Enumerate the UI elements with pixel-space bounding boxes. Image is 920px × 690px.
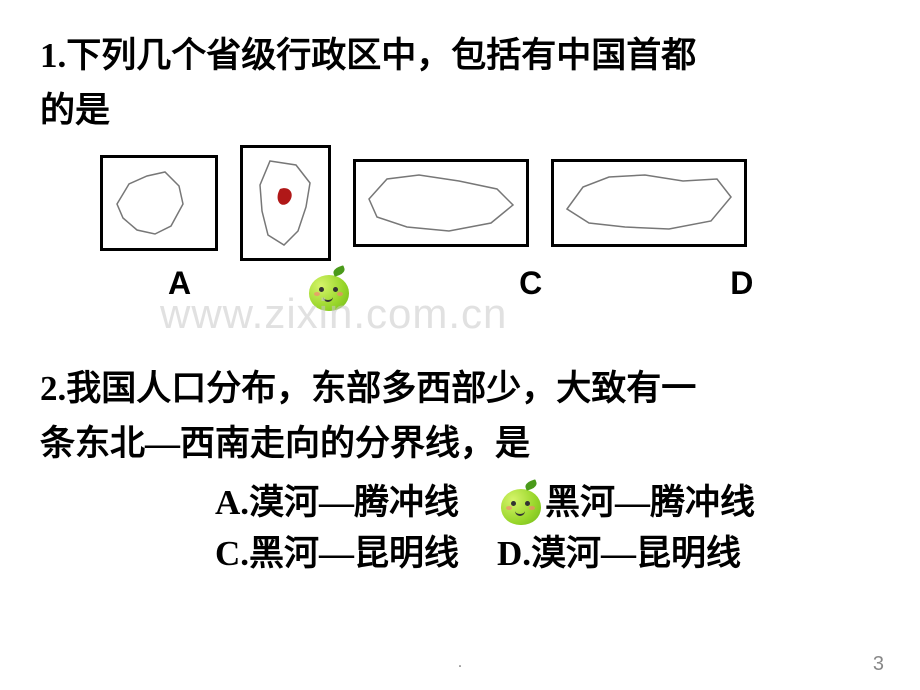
map-option-a — [100, 155, 218, 251]
q1-line1: 1.下列几个省级行政区中，包括有中国首都 — [40, 30, 880, 83]
map-option-c — [353, 159, 529, 247]
q2-option-b-tail: 黑河—腾冲线 — [545, 478, 755, 529]
q2-line1: 2.我国人口分布，东部多西部少，大致有一 — [40, 363, 880, 416]
province-outline-d — [561, 169, 737, 237]
map-option-d — [551, 159, 747, 247]
q1-line2: 的是 — [40, 85, 880, 138]
apple-icon — [497, 479, 545, 527]
capital-dot-icon — [277, 188, 291, 205]
label-d: D — [730, 265, 753, 313]
q2-option-row1: A.漠河—腾冲线 黑河—腾冲线 — [215, 478, 880, 529]
maps-row — [100, 145, 880, 261]
map-option-b — [240, 145, 331, 261]
province-outline-a — [109, 164, 209, 242]
label-c: C — [519, 265, 542, 313]
label-a: A — [168, 265, 191, 313]
q2-line2: 条东北—西南走向的分界线，是 — [40, 418, 880, 471]
label-b-apple — [299, 265, 359, 313]
q2-option-d: D.漠河—昆明线 — [497, 529, 741, 580]
q2-option-a: A.漠河—腾冲线 — [215, 478, 459, 529]
apple-icon — [305, 265, 353, 313]
province-outline-c — [363, 169, 519, 237]
province-outline-b — [250, 155, 322, 251]
q2-option-c: C.黑河—昆明线 — [215, 529, 459, 580]
question-2: 2.我国人口分布，东部多西部少，大致有一 条东北—西南走向的分界线，是 A.漠河… — [40, 363, 880, 580]
q2-option-row2: C.黑河—昆明线 D.漠河—昆明线 — [215, 529, 880, 580]
footer-dot: . — [458, 654, 462, 672]
page-number: 3 — [873, 653, 884, 676]
q2-options: A.漠河—腾冲线 黑河—腾冲线 C.黑河—昆明线 D.漠河—昆明线 — [215, 478, 880, 580]
map-labels-row: A C D — [40, 265, 880, 313]
